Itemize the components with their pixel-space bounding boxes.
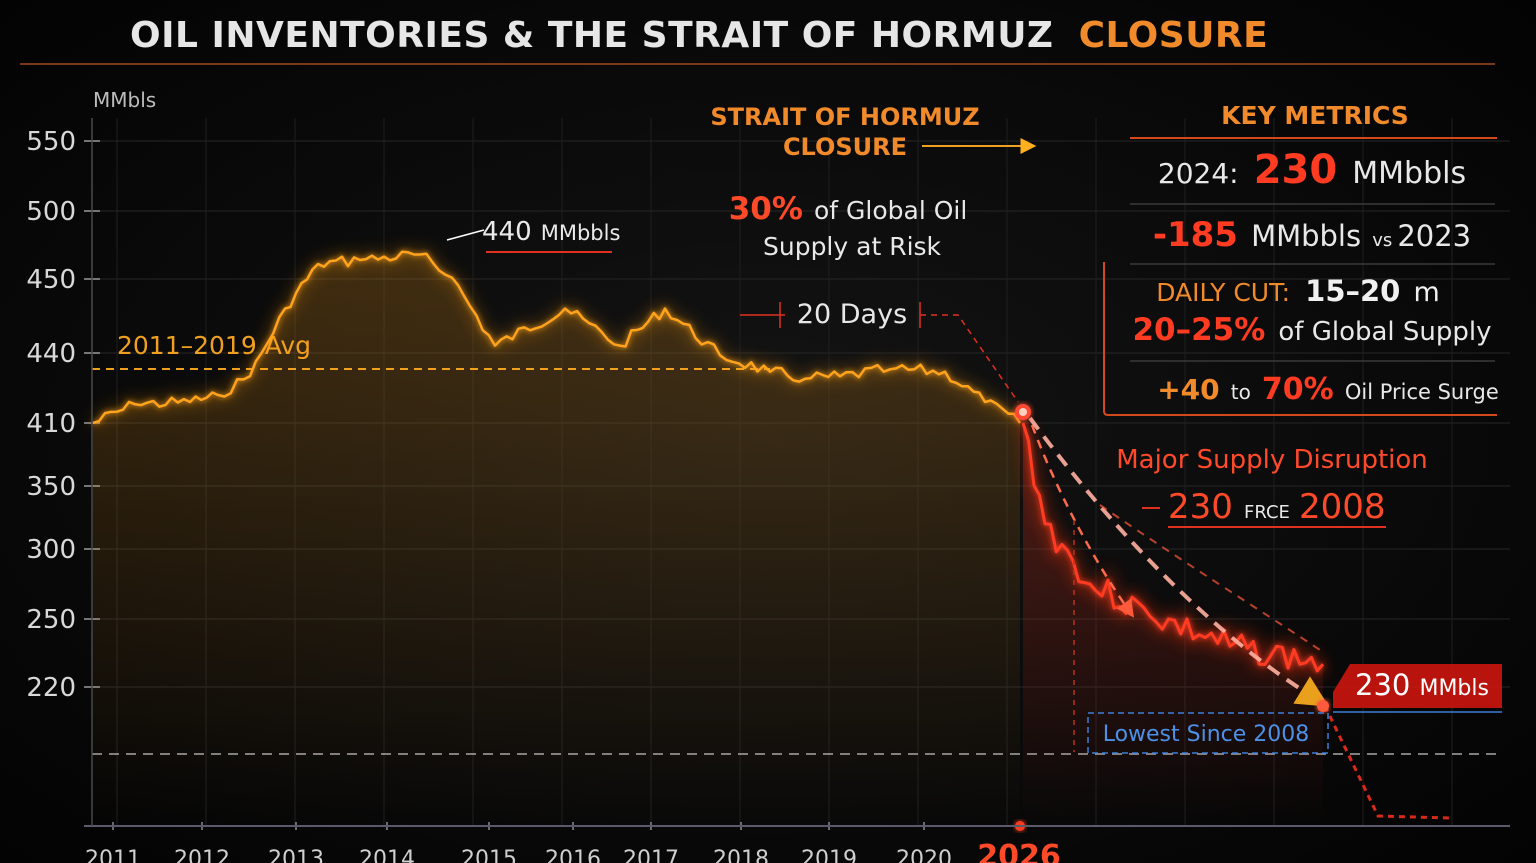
metric-1: 2024: 230 MMbbls xyxy=(1158,147,1466,193)
area-pre-closure xyxy=(93,251,1020,827)
trend-arrow-1 xyxy=(1030,424,1135,618)
peak-label: 440 MMbbls xyxy=(482,217,620,247)
end-value: 230 xyxy=(1355,668,1410,702)
trend-arrow-2 xyxy=(1028,416,1329,707)
metric-4-rest: of Global Supply xyxy=(1278,317,1491,347)
x-tick-label: 2011 xyxy=(85,847,141,863)
title-accent: CLOSURE xyxy=(1079,15,1269,56)
metric-2-year: 2023 xyxy=(1397,219,1471,253)
metric-5-value: 70% xyxy=(1262,372,1334,407)
closure-heading-line2: CLOSURE xyxy=(783,133,907,161)
y-tick-label: 450 xyxy=(26,265,76,295)
x-tick-label: 2014 xyxy=(359,847,415,863)
metric-3-unit: m xyxy=(1413,277,1439,308)
metric-2-value: -185 xyxy=(1153,215,1238,255)
end-value-text: 230 MMbls xyxy=(1355,668,1489,702)
x-tick-label: 2019 xyxy=(801,847,857,863)
risk-line1: 30% of Global Oil xyxy=(729,191,968,227)
days-bracket-right xyxy=(920,314,1019,403)
key-metrics-panel: KEY METRICS 2024: 230 MMbbls -185 MMbbls… xyxy=(1103,101,1499,416)
y-axis-label: MMbls xyxy=(93,88,156,112)
metric-3: DAILY CUT: 15–20 m xyxy=(1156,274,1440,308)
disruption-line: 230 FRCE 2008 xyxy=(1168,487,1386,527)
y-tick-label: 350 xyxy=(26,472,76,502)
metric-1-unit: MMbbls xyxy=(1352,156,1466,191)
peak-connector xyxy=(446,229,485,241)
trend-curve-3 xyxy=(1099,504,1321,651)
series-pre-closure-line xyxy=(92,250,1022,425)
x-tick-label: 2016 xyxy=(545,847,601,863)
x-tick-label: 2018 xyxy=(713,847,769,863)
decline-tail xyxy=(1323,705,1451,820)
lowest-label: Lowest Since 2008 xyxy=(1103,722,1310,747)
disruption-small: FRCE xyxy=(1244,502,1290,523)
lowest-box xyxy=(1087,712,1329,754)
y-tick-label: 410 xyxy=(26,409,76,439)
metric-2: -185 MMbbls vs 2023 xyxy=(1153,215,1471,255)
metric-5-prefix: +40 xyxy=(1157,373,1219,406)
disruption-heading: Major Supply Disruption xyxy=(1116,445,1428,475)
risk-rest: of Global Oil xyxy=(814,196,967,225)
key-metrics-border xyxy=(1103,137,1497,416)
disruption-year: 2008 xyxy=(1299,487,1386,527)
closure-point-core xyxy=(1019,408,1027,416)
metric-5-rest: Oil Price Surge xyxy=(1345,380,1499,404)
key-metrics-heading: KEY METRICS xyxy=(1221,101,1409,130)
y-tick-label: 440 xyxy=(26,339,76,369)
metric-5: +40 to 70% Oil Price Surge xyxy=(1157,372,1499,407)
metric-2-unit: MMbbls xyxy=(1251,219,1361,253)
metric-1-prefix: 2024: xyxy=(1158,157,1239,190)
title-main: OIL INVENTORIES & THE STRAIT OF HORMUZ xyxy=(130,15,1054,56)
metric-1-value: 230 xyxy=(1254,147,1338,193)
disruption-value: 230 xyxy=(1168,487,1233,527)
end-value-tag-bg xyxy=(1333,664,1502,708)
y-tick-labels: 550 500 450 440 410 350 300 250 220 xyxy=(26,127,76,703)
metric-4: 20–25% of Global Supply xyxy=(1132,312,1491,348)
x-tick-label: 2020 xyxy=(896,847,952,863)
metric-2-small: vs xyxy=(1372,230,1392,251)
end-value-tag: 230 MMbls xyxy=(1333,664,1502,713)
x-tick-label: 2017 xyxy=(623,847,679,863)
risk-pct: 30% xyxy=(729,191,803,227)
x-tick-label: 2015 xyxy=(461,847,517,863)
days-label: 20 Days xyxy=(797,299,907,330)
x-tick-label-closure: 2026 xyxy=(977,839,1061,863)
end-point-marker xyxy=(1317,700,1329,712)
x-tick-label: 2013 xyxy=(268,847,324,863)
y-tick-label: 220 xyxy=(26,673,76,703)
metric-3-label: DAILY CUT: xyxy=(1156,278,1290,307)
metric-3-value: 15–20 xyxy=(1305,274,1400,308)
risk-line2: Supply at Risk xyxy=(763,232,942,261)
y-tick-label: 550 xyxy=(26,127,76,157)
y-tick-label: 300 xyxy=(26,535,76,565)
y-tick-label: 500 xyxy=(26,197,76,227)
end-unit: MMbls xyxy=(1419,676,1489,701)
peak-unit: MMbbls xyxy=(541,221,621,245)
series-post-closure-line xyxy=(1021,422,1325,673)
closure-heading-line1: STRAIT OF HORMUZ xyxy=(710,103,979,131)
metric-5-mid: to xyxy=(1231,380,1251,404)
x-tick-labels: 2011 2012 2013 2014 2015 2016 2017 2018 2019 2020… xyxy=(85,839,1061,863)
peak-value: 440 xyxy=(482,217,532,247)
x-tick-label: 2012 xyxy=(174,847,230,863)
y-tick-label: 250 xyxy=(26,605,76,635)
metric-4-value: 20–25% xyxy=(1132,312,1265,348)
chart-title: OIL INVENTORIES & THE STRAIT OF HORMUZ C… xyxy=(130,15,1268,56)
